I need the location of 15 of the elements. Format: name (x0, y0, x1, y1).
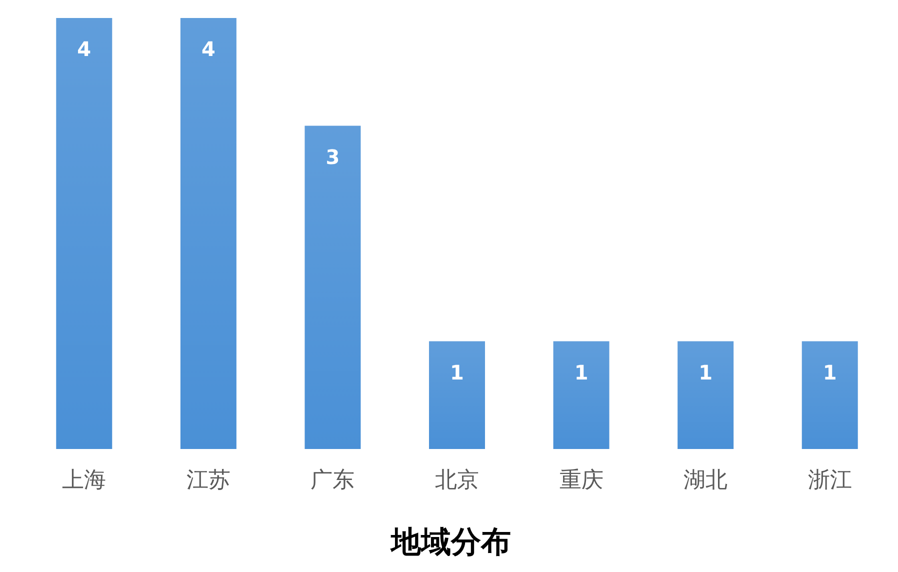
x-tick-label: 北京 (435, 468, 479, 493)
data-label: 1 (698, 360, 713, 384)
x-tick-label: 江苏 (186, 468, 230, 493)
x-tick-label: 湖北 (684, 468, 728, 493)
data-label: 1 (822, 360, 837, 384)
x-tick-label: 广东 (310, 468, 355, 493)
x-tick-label: 上海 (62, 468, 106, 493)
text: 地域分布 (389, 525, 511, 560)
data-label: 4 (201, 37, 216, 61)
data-label: 4 (77, 37, 92, 61)
data-label: 3 (326, 144, 340, 169)
x-tick-label: 浙江 (808, 468, 852, 493)
x-tick-label: 重庆 (559, 468, 604, 493)
data-label: 1 (450, 360, 464, 384)
data-label: 1 (574, 360, 588, 384)
